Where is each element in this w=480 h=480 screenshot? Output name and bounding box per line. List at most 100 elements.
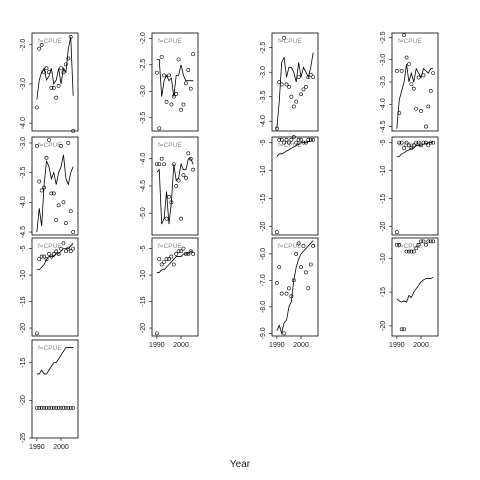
data-point bbox=[51, 251, 56, 256]
data-point bbox=[279, 291, 284, 296]
data-point bbox=[56, 203, 61, 208]
y-tick-label: -4.5 bbox=[20, 226, 27, 238]
data-point bbox=[282, 140, 287, 145]
data-point bbox=[186, 68, 191, 72]
panel-frame bbox=[31, 32, 79, 132]
data-point bbox=[34, 144, 39, 148]
data-point bbox=[49, 85, 54, 90]
data-point bbox=[431, 140, 436, 145]
data-point bbox=[42, 70, 47, 75]
data-point bbox=[61, 241, 66, 246]
y-tick-label: -3.0 bbox=[260, 66, 267, 78]
y-tick-label: -3.0 bbox=[20, 137, 27, 149]
y-tick-label: -15 bbox=[20, 357, 27, 367]
y-tick-label: -10 bbox=[380, 253, 387, 263]
y-tick-label: -10 bbox=[140, 270, 147, 280]
data-point bbox=[42, 254, 47, 259]
data-point bbox=[407, 143, 411, 148]
data-point bbox=[402, 33, 407, 38]
data-point bbox=[39, 42, 44, 47]
data-point bbox=[409, 146, 414, 151]
data-point bbox=[63, 249, 68, 254]
data-point bbox=[431, 239, 436, 244]
data-point bbox=[421, 73, 426, 78]
data-point bbox=[279, 137, 284, 142]
y-tick-label: -2.5 bbox=[380, 31, 387, 43]
data-point bbox=[404, 55, 409, 60]
data-point bbox=[291, 278, 296, 283]
data-point bbox=[414, 140, 419, 145]
x-tick-label: 2000 bbox=[53, 444, 69, 451]
data-point bbox=[51, 85, 56, 90]
data-point bbox=[296, 137, 301, 142]
data-point bbox=[54, 95, 59, 100]
data-point bbox=[183, 175, 188, 180]
panel-frame bbox=[31, 339, 79, 439]
y-tick-label: -2.5 bbox=[260, 42, 267, 54]
data-point bbox=[66, 246, 71, 251]
data-point bbox=[59, 66, 63, 71]
data-point bbox=[303, 270, 308, 275]
y-tick-label: -5 bbox=[260, 139, 267, 145]
data-point bbox=[47, 251, 51, 256]
data-point bbox=[162, 73, 167, 78]
y-tick-label: -4.0 bbox=[20, 196, 27, 208]
y-tick-label: -9.0 bbox=[260, 327, 267, 339]
data-point bbox=[162, 162, 167, 167]
data-point bbox=[188, 156, 193, 161]
data-point bbox=[167, 73, 171, 78]
y-tick-label: -20 bbox=[20, 323, 27, 333]
y-tick-label: -10 bbox=[20, 270, 27, 280]
data-point bbox=[409, 82, 414, 87]
data-point bbox=[399, 68, 404, 73]
data-point bbox=[63, 221, 68, 226]
data-point bbox=[306, 137, 311, 142]
data-point bbox=[42, 405, 47, 410]
data-point bbox=[291, 135, 296, 139]
data-point bbox=[181, 173, 186, 178]
data-point bbox=[294, 251, 299, 256]
data-point bbox=[61, 200, 66, 205]
data-point bbox=[66, 405, 71, 410]
data-point bbox=[188, 86, 193, 91]
data-point bbox=[63, 62, 68, 67]
model-line bbox=[396, 276, 434, 303]
data-point bbox=[186, 151, 191, 156]
data-point bbox=[49, 405, 54, 410]
x-axis-label: Year bbox=[230, 459, 251, 470]
x-tick-label: 1990 bbox=[149, 342, 165, 349]
data-point bbox=[274, 230, 279, 235]
data-point bbox=[191, 52, 196, 57]
data-point bbox=[164, 99, 169, 104]
data-point bbox=[44, 155, 49, 160]
y-tick-label: -15 bbox=[260, 193, 267, 203]
data-point bbox=[308, 72, 313, 77]
data-point bbox=[296, 241, 301, 246]
data-point bbox=[68, 405, 73, 410]
y-tick-label: -15 bbox=[380, 287, 387, 297]
data-point bbox=[157, 126, 162, 131]
data-point bbox=[68, 35, 73, 39]
panel-label: f=CPUE bbox=[158, 142, 182, 149]
data-point bbox=[169, 102, 174, 107]
panel-label: f=CPUE bbox=[398, 243, 422, 250]
data-point bbox=[423, 140, 428, 145]
model-line bbox=[276, 240, 314, 335]
data-point bbox=[181, 246, 186, 251]
model-line bbox=[396, 64, 434, 129]
data-point bbox=[51, 191, 56, 196]
model-line bbox=[156, 158, 194, 225]
data-point bbox=[49, 191, 54, 196]
data-point bbox=[47, 138, 51, 142]
data-point bbox=[164, 216, 169, 221]
data-point bbox=[404, 249, 409, 254]
panel-label: f=CPUE bbox=[38, 345, 62, 352]
data-point bbox=[277, 137, 282, 142]
data-point bbox=[421, 140, 426, 145]
data-point bbox=[169, 254, 174, 259]
panel-label: f=CPUE bbox=[158, 243, 182, 250]
data-point bbox=[174, 184, 179, 188]
data-point bbox=[299, 92, 303, 97]
data-point bbox=[37, 179, 42, 184]
data-point bbox=[44, 405, 49, 410]
